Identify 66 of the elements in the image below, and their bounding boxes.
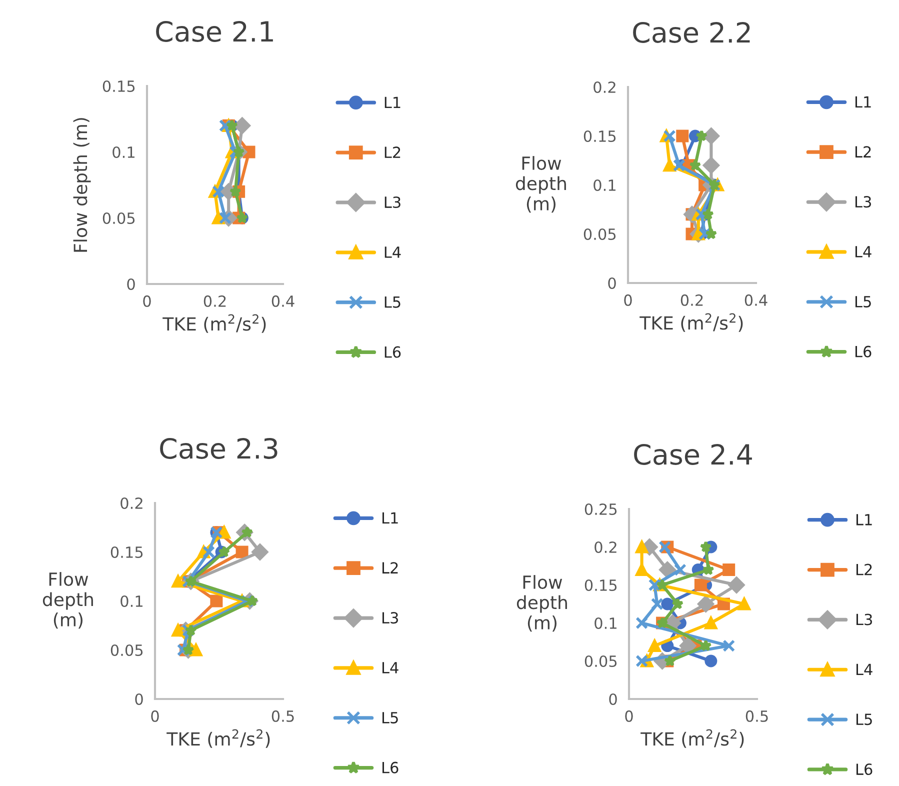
y-tick-label: 0.15: [102, 80, 135, 92]
legend-label: L2: [382, 562, 398, 574]
chart-title: Case 2.2: [633, 22, 750, 43]
chart-title: Case 2.3: [160, 438, 278, 459]
y-tick-label: 0.15: [584, 130, 616, 142]
x-tick-label: 0.4: [744, 294, 768, 306]
y-tick-label: 0.2: [594, 541, 616, 554]
y-axis-title: Flow depth (m): [73, 118, 91, 252]
legend-label: L5: [856, 714, 872, 726]
y-tick-label: 0.05: [110, 644, 143, 656]
y-tick-label: 0: [609, 693, 617, 706]
y-axis-title: Flow depth (m): [516, 575, 567, 632]
x-tick-label: 0.2: [680, 294, 703, 306]
x-tick-label: 0: [151, 710, 159, 722]
legend-label: L6: [382, 762, 398, 774]
x-axis-title: TKE (m$^{2}$/s$^{2}$): [640, 313, 743, 332]
y-tick-label: 0.05: [584, 228, 616, 240]
legend-label: L4: [384, 246, 401, 258]
legend-label: L2: [856, 564, 872, 576]
y-tick-label: 0.1: [112, 146, 134, 158]
x-tick-label: 0.5: [272, 710, 294, 722]
y-tick-label: 0: [127, 278, 135, 290]
legend-label: L6: [384, 346, 401, 358]
legend-label: L5: [384, 296, 400, 308]
legend-label: L1: [855, 96, 871, 108]
y-tick-label: 0.05: [584, 655, 617, 668]
legend-label: L5: [382, 712, 398, 724]
y-tick-label: 0.2: [120, 497, 142, 510]
y-tick-label: 0.1: [120, 595, 142, 608]
legend-label: L4: [855, 246, 872, 258]
x-tick-label: 0.2: [204, 295, 226, 307]
x-axis-title: TKE (m$^{2}$/s$^{2}$): [162, 314, 266, 333]
y-tick-label: 0.15: [110, 546, 143, 558]
y-axis-title: Flow depth (m): [42, 572, 93, 629]
y-tick-label: 0: [135, 693, 143, 706]
legend-label: L4: [856, 664, 872, 675]
y-tick-label: 0.1: [594, 179, 616, 192]
legend-label: L3: [384, 196, 400, 208]
y-tick-label: 0.1: [594, 617, 616, 630]
y-axis-title: Flow depth (m): [516, 156, 566, 213]
chart-title: Case 2.1: [156, 20, 273, 42]
legend-label: L6: [856, 763, 872, 776]
legend-label: L4: [382, 662, 398, 674]
legend-label: L1: [384, 96, 400, 108]
y-tick-label: 0.25: [584, 503, 617, 516]
legend-label: L3: [856, 614, 872, 626]
legend-label: L6: [855, 346, 872, 358]
x-tick-label: 0.4: [272, 295, 294, 307]
y-tick-label: 0.2: [594, 81, 616, 94]
legend-label: L1: [382, 512, 398, 524]
x-tick-label: 0.5: [746, 710, 768, 722]
y-tick-label: 0.05: [102, 212, 135, 224]
legend-label: L2: [855, 146, 871, 158]
x-tick-label: 0: [143, 295, 151, 307]
legend-label: L5: [855, 296, 871, 308]
y-tick-label: 0.15: [584, 579, 617, 592]
y-tick-label: 0: [608, 277, 616, 290]
x-axis-title: TKE (m$^{2}$/s$^{2}$): [166, 729, 270, 748]
legend-label: L2: [384, 146, 400, 158]
x-axis-title: TKE (m$^{2}$/s$^{2}$): [640, 729, 744, 748]
x-tick-label: 0: [625, 710, 633, 722]
legend-label: L3: [382, 612, 398, 624]
x-tick-label: 0: [624, 294, 632, 306]
legend-label: L3: [855, 196, 871, 208]
legend-label: L1: [856, 514, 872, 526]
chart-title: Case 2.4: [634, 444, 752, 465]
